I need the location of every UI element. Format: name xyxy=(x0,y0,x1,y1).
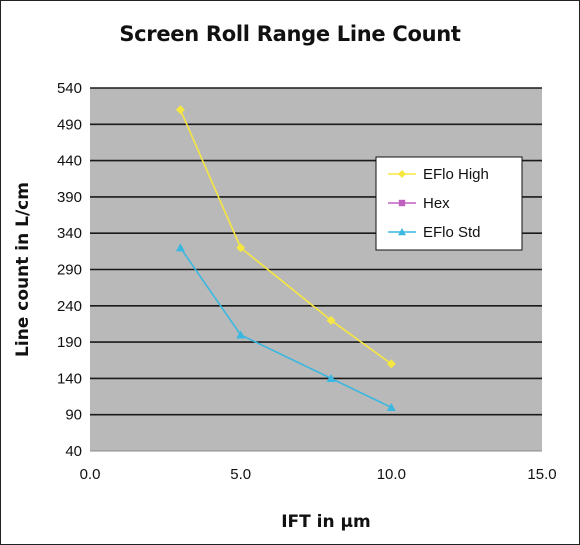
y-tick-label: 90 xyxy=(65,407,82,424)
data-point xyxy=(386,359,396,369)
data-point xyxy=(175,243,185,252)
data-point xyxy=(175,105,185,115)
y-tick-label: 40 xyxy=(65,443,82,460)
legend-marker xyxy=(398,228,406,236)
x-tick-label: 5.0 xyxy=(230,466,251,483)
data-point xyxy=(326,373,336,382)
x-axis-label: IFT in µm xyxy=(281,512,371,532)
series-line xyxy=(179,247,392,409)
x-tick-label: 15.0 xyxy=(527,466,556,483)
y-tick-label: 540 xyxy=(57,80,82,97)
legend-marker xyxy=(398,199,406,207)
data-point xyxy=(326,315,336,325)
data-point xyxy=(386,402,396,412)
x-tick-label: 0.0 xyxy=(80,466,101,483)
legend: EFlo High Hex EFlo Std xyxy=(375,156,523,251)
y-tick-label: 340 xyxy=(57,225,82,242)
gridlines xyxy=(90,87,542,452)
series-layer xyxy=(175,105,396,412)
x-tick-label: 10.0 xyxy=(377,466,406,483)
y-tick-label: 140 xyxy=(57,370,82,387)
y-tick-label: 240 xyxy=(57,298,82,315)
series-line xyxy=(179,109,392,365)
x-axis-ticks: 0.0 5.0 10.0 15.0 xyxy=(80,466,557,483)
y-tick-label: 490 xyxy=(57,116,82,133)
legend-marker xyxy=(398,170,406,178)
y-tick-label: 290 xyxy=(57,262,82,279)
legend-label: Hex xyxy=(423,195,450,212)
legend-label: EFlo High xyxy=(423,166,489,183)
y-axis-label: Line count in L/cm xyxy=(13,182,33,357)
y-tick-label: 390 xyxy=(57,189,82,206)
data-point xyxy=(236,243,246,253)
y-tick-label: 190 xyxy=(57,334,82,351)
y-tick-label: 440 xyxy=(57,153,82,170)
data-point xyxy=(236,330,246,339)
legend-label: EFlo Std xyxy=(423,224,481,241)
chart-title: Screen Roll Range Line Count xyxy=(119,22,461,46)
y-axis-ticks: 540 490 440 390 340 290 240 190 140 90 40 xyxy=(57,80,82,460)
